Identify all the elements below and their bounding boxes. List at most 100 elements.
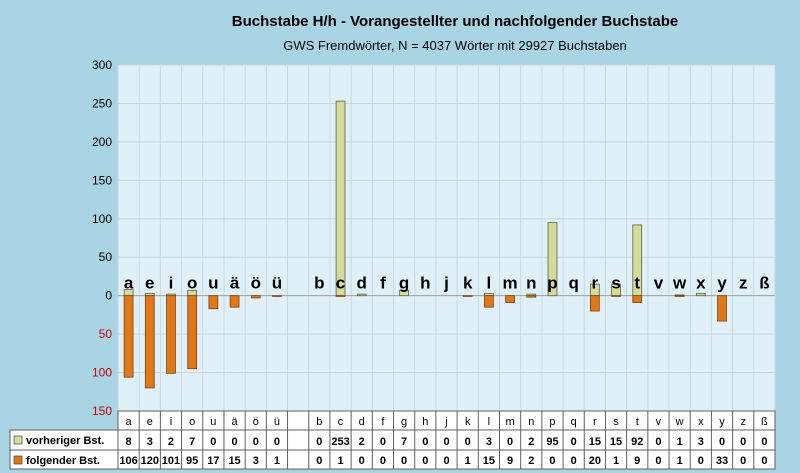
bar-vorheriger [399, 289, 409, 297]
table-value: 0 [443, 455, 449, 467]
table-value: 15 [589, 436, 601, 448]
table-value: 95 [546, 436, 558, 448]
table-category: ü [274, 416, 280, 428]
table-value: 1 [465, 455, 471, 467]
table-value: 8 [126, 436, 132, 448]
y-tick-label: 150 [92, 404, 112, 418]
table-value: 0 [253, 436, 259, 448]
table-category: c [338, 416, 344, 428]
table-value: 15 [228, 455, 240, 467]
y-tick-label: 200 [92, 135, 112, 149]
table-value: 0 [380, 436, 386, 448]
table-category: ö [253, 416, 259, 428]
category-letter: n [526, 274, 536, 293]
table-value: 3 [698, 436, 704, 448]
bar-folgender [250, 295, 261, 299]
table-value: 0 [401, 455, 407, 467]
table-value: 2 [528, 455, 534, 467]
table-value: 120 [141, 455, 159, 467]
table-value: 0 [549, 455, 555, 467]
data-table [117, 410, 776, 470]
category-letter: s [611, 274, 620, 293]
table-category: q [571, 416, 577, 428]
category-letter: y [717, 274, 727, 293]
table-category: h [422, 416, 428, 428]
bar-folgender [272, 295, 282, 297]
category-letter: i [169, 274, 174, 293]
y-tick-label: 250 [92, 96, 112, 110]
table-value: 2 [168, 436, 174, 448]
chart-subtitle: GWS Fremdwörter, N = 4037 Wörter mit 299… [283, 38, 627, 53]
category-letter: c [336, 274, 345, 293]
table-value: 3 [253, 455, 259, 467]
table-value: 0 [422, 436, 428, 448]
bar-folgender [717, 295, 727, 322]
bar-folgender [123, 295, 134, 378]
table-value: 0 [719, 436, 725, 448]
bar-folgender [590, 295, 600, 312]
table-value: 0 [443, 436, 449, 448]
table-value: 33 [716, 455, 728, 467]
table-category: l [488, 416, 490, 428]
table-category: r [593, 416, 597, 428]
bar-folgender [462, 295, 473, 297]
legend-swatch [13, 455, 23, 465]
table-category: j [444, 416, 447, 428]
table-value: 0 [316, 455, 322, 467]
table-value: 0 [316, 436, 322, 448]
table-value: 0 [422, 455, 428, 467]
table-value: 17 [207, 455, 219, 467]
table-value: 0 [465, 436, 471, 448]
y-tick-label: 100 [92, 366, 112, 380]
table-value: 0 [571, 436, 577, 448]
table-value: 0 [274, 436, 280, 448]
table-value: 7 [189, 436, 195, 448]
table-value: 106 [119, 455, 137, 467]
table-value: 0 [232, 436, 238, 448]
table-value: 9 [507, 455, 513, 467]
category-letter: a [124, 274, 134, 293]
table-value: 0 [655, 436, 661, 448]
bar-folgender [335, 295, 346, 297]
table-category: u [210, 416, 216, 428]
table-category: t [636, 416, 639, 428]
category-letter: w [672, 274, 687, 293]
table-value: 2 [359, 436, 365, 448]
table-value: 0 [740, 436, 746, 448]
category-letter: x [696, 274, 706, 293]
table-category: e [147, 416, 153, 428]
category-letter: ö [251, 274, 261, 293]
category-letter: v [654, 274, 664, 293]
table-category: n [528, 416, 534, 428]
table-value: 9 [634, 455, 640, 467]
table-category: p [549, 416, 555, 428]
table-value: 0 [507, 436, 513, 448]
legend-swatch [13, 435, 23, 445]
y-tick-label: 100 [92, 212, 112, 226]
table-value: 0 [571, 455, 577, 467]
table-category: v [656, 416, 662, 428]
bar-vorheriger [356, 293, 367, 297]
category-letter: m [503, 274, 518, 293]
table-value: 1 [677, 436, 683, 448]
table-category: y [719, 416, 725, 428]
category-letter: j [443, 274, 449, 293]
table-value: 20 [589, 455, 601, 467]
table-value: 0 [740, 455, 746, 467]
table-value: 253 [331, 436, 349, 448]
bar-folgender [229, 295, 240, 308]
table-value: 0 [761, 436, 767, 448]
category-letter: ü [272, 274, 282, 293]
bar-folgender [674, 295, 685, 297]
plot-background [117, 64, 776, 412]
table-category: k [465, 416, 471, 428]
table-category: i [170, 416, 172, 428]
table-value: 0 [761, 455, 767, 467]
table-category: m [505, 416, 514, 428]
bar-folgender [208, 295, 219, 310]
table-value: 0 [359, 455, 365, 467]
table-category: f [381, 416, 385, 428]
bar-vorheriger [547, 222, 558, 297]
category-letter: r [592, 274, 599, 293]
